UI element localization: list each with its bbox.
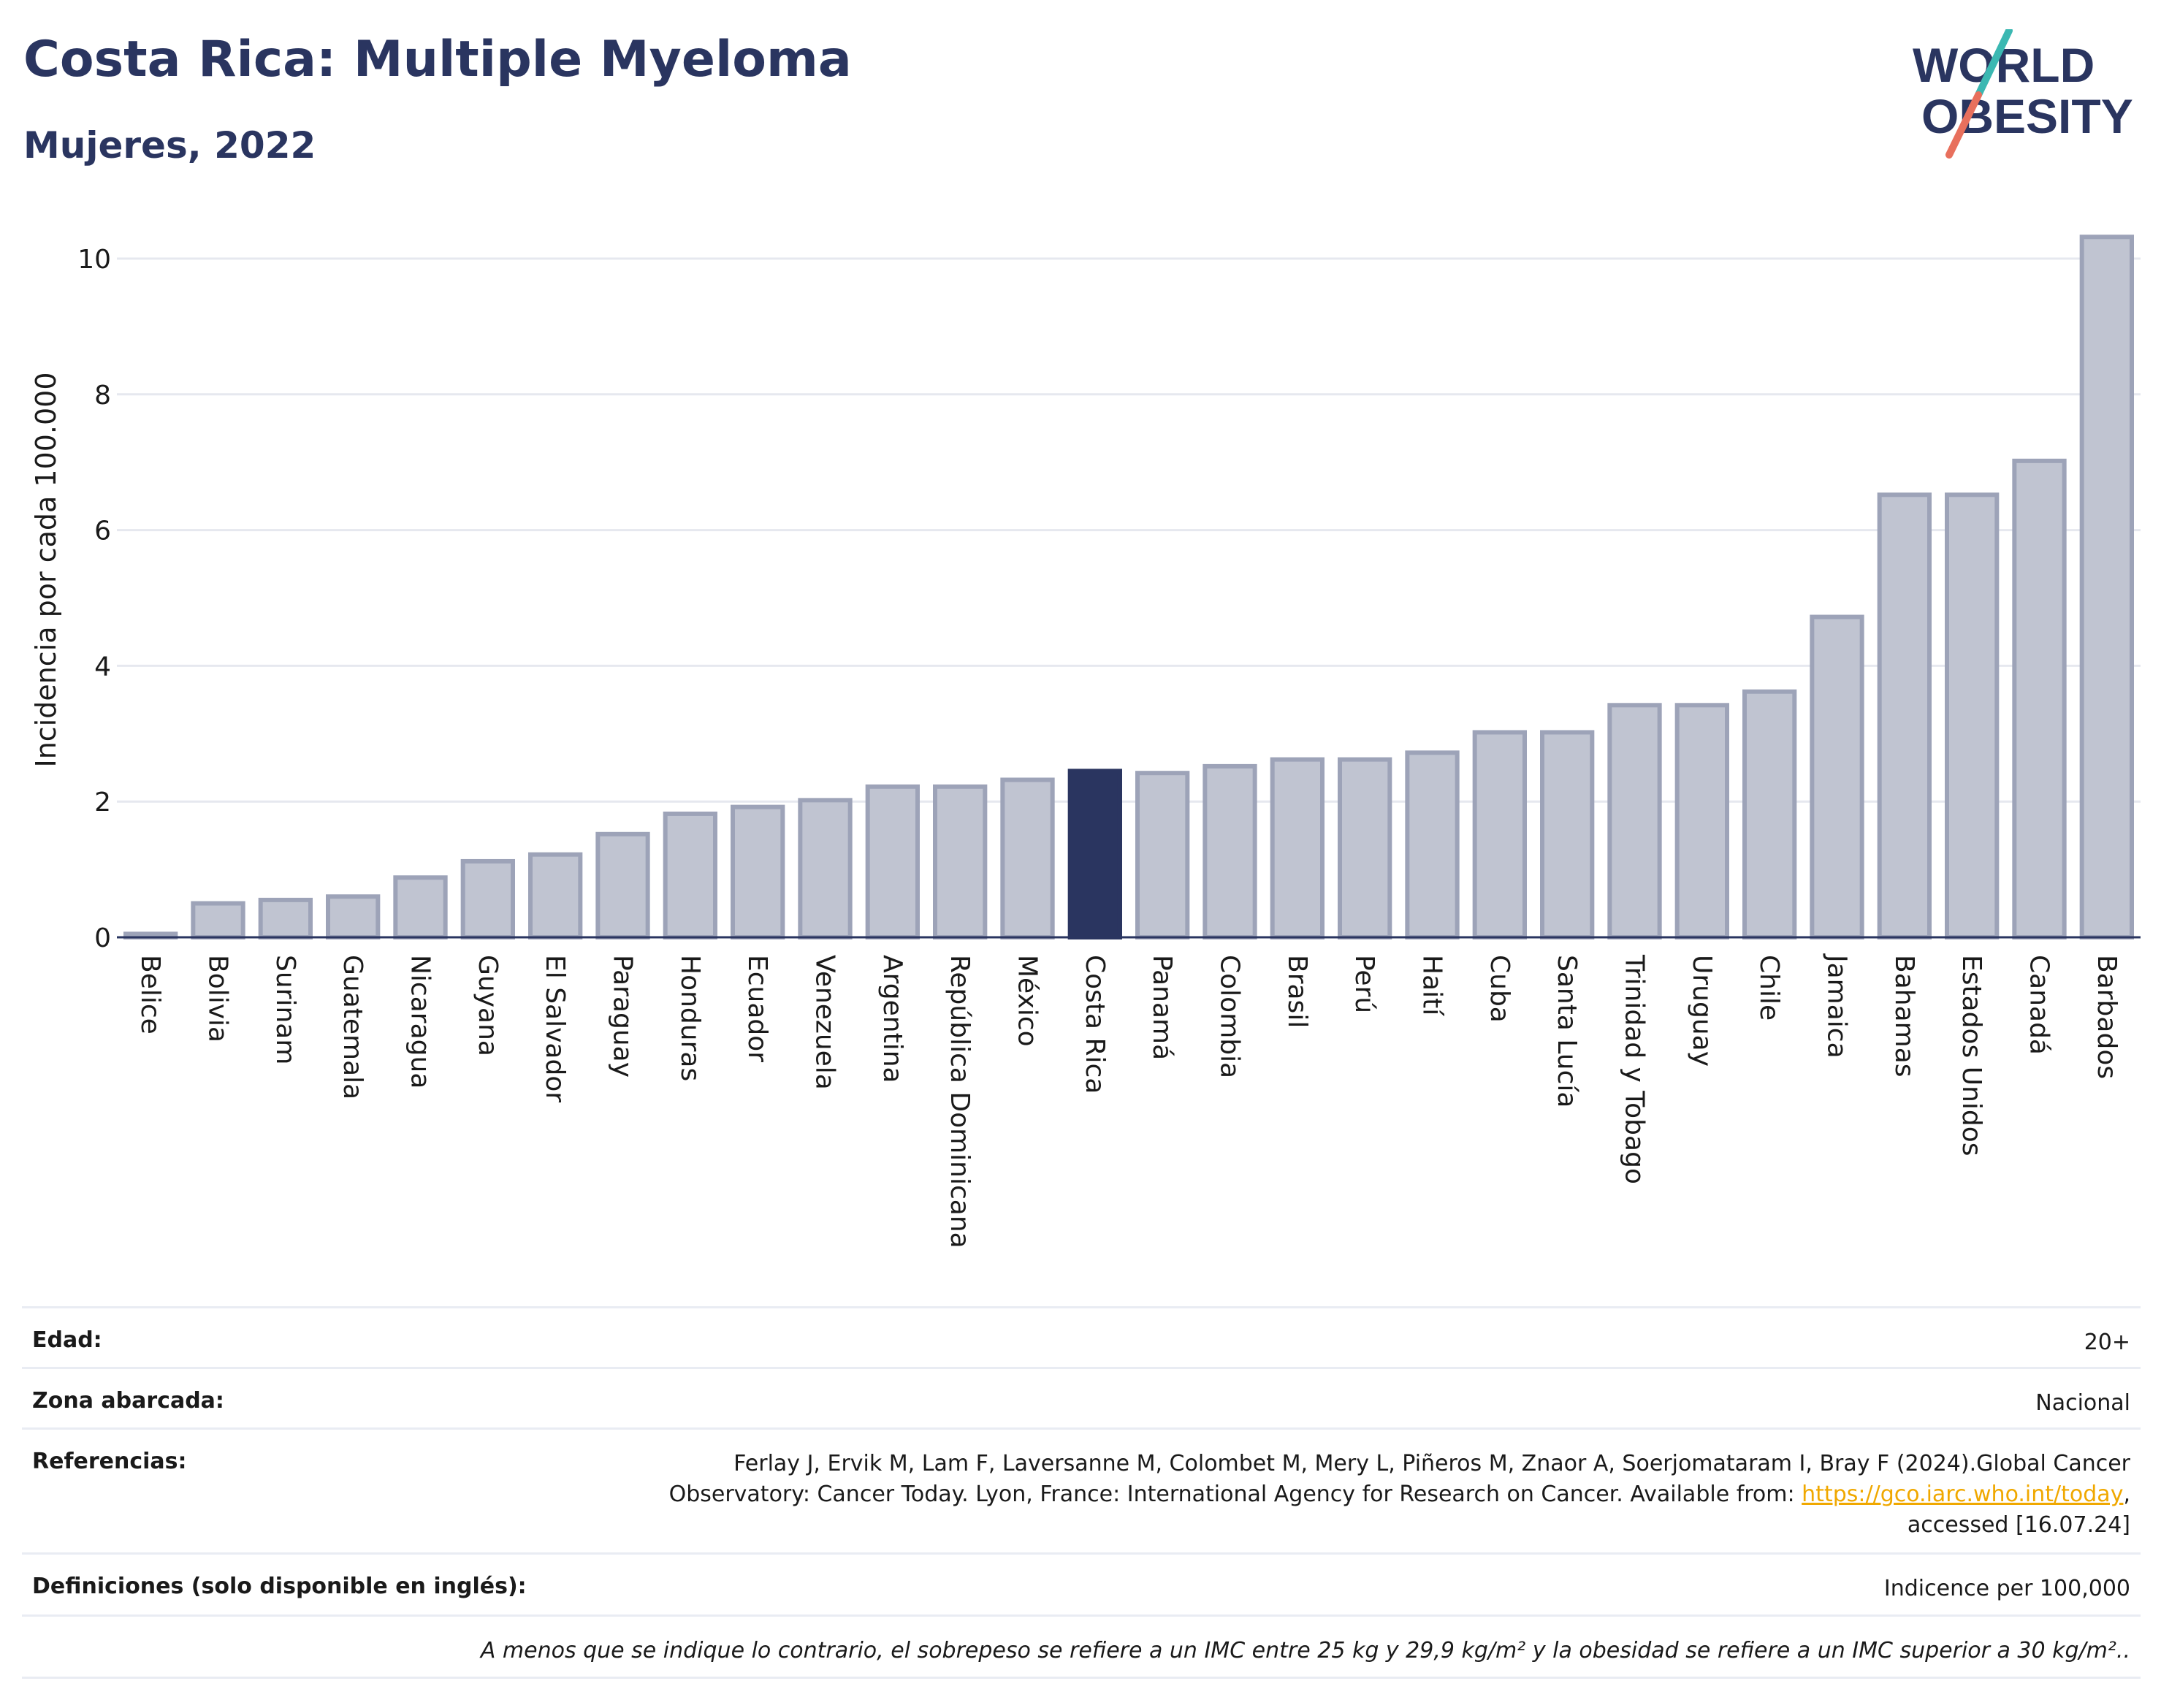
- bar-honduras: [663, 811, 717, 939]
- grid-layer: [117, 257, 2141, 803]
- bar-layer: [117, 235, 2141, 940]
- x-tick-label: Paraguay: [608, 955, 638, 1078]
- bar-trinidad-y-tobago: [1607, 703, 1662, 939]
- x-tick-label: Honduras: [675, 955, 705, 1081]
- bar-surinam: [258, 897, 313, 940]
- bar-ecuador: [731, 804, 785, 939]
- bar-barbados: [2079, 235, 2134, 940]
- bar-costa-rica: [1067, 769, 1122, 940]
- ref-value: Ferlay J, Ervik M, Lam F, Laversanne M, …: [669, 1449, 2130, 1541]
- x-tick-label: República Dominicana: [945, 955, 975, 1248]
- bar-cuba: [1472, 730, 1527, 940]
- def-label: Definiciones (solo disponible en inglés)…: [32, 1574, 527, 1599]
- x-tick-label: Argentina: [877, 955, 907, 1083]
- x-tick-label: Chile: [1754, 955, 1784, 1021]
- bar-jamaica: [1810, 614, 1864, 940]
- bar-bolivia: [191, 901, 245, 940]
- bar-bahamas: [1877, 492, 1932, 939]
- x-tick-label: El Salvador: [540, 955, 570, 1102]
- x-tick-label: Bolivia: [203, 955, 233, 1042]
- info-bottom-divider: [22, 1677, 2141, 1679]
- bar-nicaragua: [393, 875, 448, 940]
- bar-el-salvador: [528, 852, 583, 939]
- x-tick-label: Estados Unidos: [1956, 955, 1986, 1156]
- ref-label: Referencias:: [32, 1449, 187, 1474]
- x-tick-label: Panamá: [1147, 955, 1177, 1060]
- info-row-zona: Zona abarcada: Nacional: [22, 1367, 2141, 1427]
- x-tick-label: Surinam: [270, 955, 300, 1064]
- x-tick-label: Belice: [135, 955, 165, 1034]
- x-tick-label: Uruguay: [1687, 955, 1717, 1067]
- world-obesity-logo: WORLD OBESITY: [1913, 29, 2133, 159]
- bar-guatemala: [326, 894, 381, 940]
- x-tick-label: Costa Rica: [1080, 955, 1110, 1094]
- info-row-edad: Edad: 20+: [22, 1306, 2141, 1367]
- x-tick-label: Venezuela: [810, 955, 840, 1090]
- bar-argentina: [865, 784, 920, 939]
- bar-uruguay: [1674, 703, 1729, 939]
- ref-line3: accessed [16.07.24]: [1907, 1512, 2130, 1538]
- info-row-definiciones: Definiciones (solo disponible en inglés)…: [22, 1552, 2141, 1614]
- edad-label: Edad:: [32, 1327, 102, 1353]
- x-tick-label: Cuba: [1485, 955, 1514, 1023]
- ref-line2-pre: Observatory: Cancer Today. Lyon, France:…: [668, 1482, 1802, 1507]
- bar-chile: [1742, 689, 1797, 940]
- x-tick-label: Guyana: [473, 955, 503, 1056]
- x-tick-label: Guatemala: [338, 955, 367, 1099]
- edad-value: 20+: [2084, 1330, 2130, 1355]
- x-tick-label: Brasil: [1282, 955, 1312, 1028]
- label-layer: 0 2 4 6 8 10 Belice Bolivia Surinam Guatemala Nica…: [77, 245, 2122, 1248]
- x-tick-label: Haití: [1417, 955, 1447, 1016]
- y-tick-label: 2: [94, 788, 111, 817]
- info-table: Edad: 20+ Zona abarcada: Nacional Refere…: [22, 1306, 2141, 1679]
- x-tick-label: Bahamas: [1889, 955, 1919, 1078]
- x-tick-label: Barbados: [2092, 955, 2122, 1079]
- ref-line1: Ferlay J, Ervik M, Lam F, Laversanne M, …: [733, 1451, 2130, 1476]
- x-tick-label: Ecuador: [742, 955, 772, 1062]
- ref-line2-post: ,: [2123, 1482, 2130, 1507]
- x-tick-label: Nicaragua: [405, 955, 435, 1089]
- x-tick-label: México: [1013, 955, 1043, 1047]
- y-tick-label: 10: [77, 245, 111, 275]
- x-tick-label: Canadá: [2024, 955, 2054, 1055]
- x-tick-label: Santa Lucía: [1552, 955, 1582, 1107]
- bar-panamá: [1135, 771, 1190, 939]
- y-tick-label: 6: [94, 516, 111, 546]
- x-tick-label: Jamaica: [1822, 953, 1852, 1059]
- bar-perú: [1338, 757, 1392, 940]
- bar-méxico: [1000, 777, 1055, 940]
- bar-colombia: [1203, 763, 1257, 939]
- zona-label: Zona abarcada:: [32, 1388, 224, 1414]
- bar-paraguay: [595, 831, 650, 939]
- bar-venezuela: [798, 798, 853, 940]
- bar-estados-unidos: [1945, 492, 2000, 939]
- logo-stroke-coral: [1945, 91, 1982, 159]
- info-row-referencias: Referencias: Ferlay J, Ervik M, Lam F, L…: [22, 1427, 2141, 1552]
- bar-guyana: [460, 858, 515, 940]
- page-title: Costa Rica: Multiple Myeloma: [23, 31, 852, 88]
- y-tick-label: 8: [94, 381, 111, 411]
- ref-link[interactable]: https://gco.iarc.who.int/today: [1802, 1482, 2124, 1507]
- obesity-note: A menos que se indique lo contrario, el …: [480, 1638, 2130, 1663]
- bar-chart: 0 2 4 6 8 10 Belice Bolivia Surinam Guatemala Nica…: [30, 235, 2141, 1248]
- def-value: Indicence per 100,000: [1883, 1576, 2130, 1601]
- page-subtitle: Mujeres, 2022: [23, 124, 316, 167]
- y-tick-label: 0: [94, 923, 111, 953]
- bar-haití: [1405, 750, 1460, 940]
- bar-canadá: [2012, 458, 2067, 939]
- zona-value: Nacional: [2035, 1390, 2130, 1416]
- bar-república-dominicana: [933, 784, 988, 939]
- bar-santa-lucía: [1540, 730, 1595, 940]
- y-axis-label: Incidencia por cada 100.000: [30, 372, 62, 767]
- y-tick-label: 4: [94, 652, 111, 682]
- info-row-note: A menos que se indique lo contrario, el …: [22, 1614, 2141, 1677]
- x-tick-label: Trinidad y Tobago: [1620, 954, 1650, 1184]
- x-tick-label: Perú: [1349, 955, 1379, 1013]
- bar-brasil: [1270, 757, 1325, 940]
- logo-stroke-teal: [1975, 29, 2013, 99]
- x-tick-label: Colombia: [1215, 955, 1245, 1078]
